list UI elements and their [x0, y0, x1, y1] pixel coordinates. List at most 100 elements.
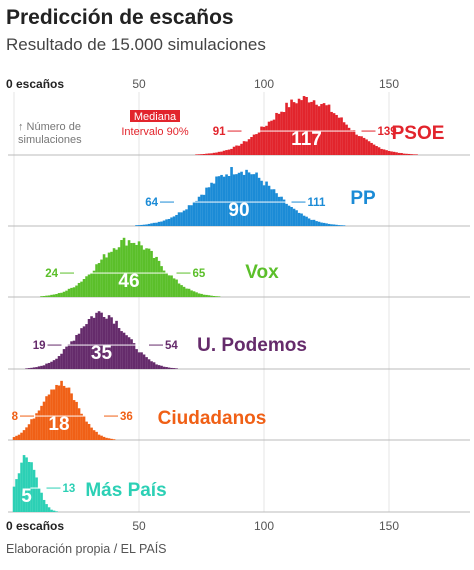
y-axis-note-line1: ↑ Número de [18, 121, 81, 133]
histogram-bar [405, 153, 408, 155]
histogram-bar [140, 352, 143, 369]
histogram-bar [212, 152, 216, 155]
histogram-bar [67, 288, 71, 297]
histogram-bar [157, 260, 161, 297]
histogram-bar [187, 205, 191, 226]
histogram-bar [297, 98, 301, 155]
histogram-bar [392, 151, 396, 155]
histogram-bar [157, 365, 161, 369]
histogram-bar [365, 139, 368, 155]
histogram-bar [102, 317, 106, 369]
histogram-bar [195, 200, 198, 226]
histogram-bar [325, 223, 328, 226]
histogram-bar [415, 154, 418, 155]
histogram-bar [202, 294, 206, 297]
median-label: 18 [48, 414, 69, 435]
party-label: PP [350, 188, 376, 209]
legend-median-swatch [130, 110, 180, 122]
histogram-bar [397, 152, 401, 155]
interval-low-label: 24 [45, 268, 58, 280]
histogram-bar [137, 352, 141, 369]
histogram-bar [230, 148, 233, 155]
histogram-bar [287, 205, 291, 226]
histogram-bar [105, 257, 108, 297]
tick-label-bottom: 150 [379, 519, 399, 533]
histogram-bar [167, 218, 171, 226]
histogram-bar [82, 415, 86, 440]
histogram-bar [25, 427, 28, 440]
histogram-bar [107, 315, 111, 369]
histogram-bar [170, 367, 173, 369]
histogram-bar [102, 254, 106, 297]
histogram-bar [242, 174, 246, 226]
histogram-bar [65, 290, 68, 297]
histogram-bar [40, 365, 43, 369]
histogram-bar [55, 358, 58, 369]
histogram-bar [215, 152, 218, 155]
histogram-bar [152, 257, 156, 297]
histogram-bar [55, 294, 58, 297]
chart-subtitle: Resultado de 15.000 simulaciones [6, 35, 266, 54]
legend-interval-label: Intervalo 90% [121, 126, 188, 138]
histogram-bar [235, 145, 238, 155]
histogram-bar [15, 479, 18, 512]
histogram-bar [200, 293, 203, 297]
histogram-bar [147, 359, 151, 369]
histogram-bar [265, 181, 268, 226]
histogram-bar [110, 317, 113, 369]
histogram-bar [95, 431, 98, 440]
histogram-bar [310, 101, 313, 155]
histogram-bar [47, 362, 51, 369]
histogram-bar [117, 247, 121, 297]
histogram-bar [202, 194, 206, 226]
median-label: 5 [21, 486, 32, 507]
histogram-bar [232, 146, 236, 155]
histogram-bar [52, 510, 56, 512]
interval-high-label: 13 [63, 483, 76, 495]
histogram-bar [367, 141, 371, 155]
histogram-bar [195, 154, 198, 155]
histogram-bar [192, 201, 196, 226]
legend-median-label: Mediana [134, 111, 177, 123]
histogram-bar [252, 174, 256, 226]
histogram-bar [112, 323, 116, 369]
histogram-ciudadanos [12, 380, 116, 440]
histogram-bar [60, 353, 63, 369]
party-label: PSOE [392, 123, 445, 144]
histogram-bar [305, 216, 308, 226]
histogram-bar [42, 296, 46, 297]
histogram-bar [290, 99, 293, 155]
histogram-bar [62, 385, 66, 440]
histogram-bar [290, 207, 293, 226]
histogram-bar [40, 492, 43, 512]
histogram-bar [75, 401, 78, 440]
histogram-bar [227, 149, 231, 155]
histogram-bar [387, 150, 391, 155]
histogram-bar [47, 394, 51, 440]
histogram-bar [282, 199, 286, 226]
histogram-bar [62, 291, 66, 297]
histogram-bar [165, 272, 168, 297]
histogram-bar [312, 100, 316, 155]
party-label: U. Podemos [197, 335, 307, 356]
histogram-bar [70, 341, 73, 369]
histogram-bar [340, 117, 343, 155]
histogram-bar [30, 367, 33, 369]
histogram-bar [80, 281, 83, 297]
histogram-bar [85, 276, 88, 297]
histogram-bar [110, 251, 113, 297]
histogram-bar [95, 312, 98, 369]
histogram-bar [255, 172, 258, 226]
histogram-bar [80, 413, 83, 440]
tick-label-bottom: 0 escaños [6, 519, 64, 533]
histogram-bar [65, 346, 68, 369]
histogram-bar [250, 174, 253, 226]
histogram-bar [87, 423, 91, 440]
histogram-bar [85, 324, 88, 369]
histogram-bar [165, 367, 168, 369]
histogram-bar [60, 380, 63, 440]
histogram-bar [42, 401, 46, 440]
interval-high-label: 36 [120, 411, 133, 423]
histogram-bar [57, 293, 61, 297]
histogram-bar [42, 365, 46, 369]
